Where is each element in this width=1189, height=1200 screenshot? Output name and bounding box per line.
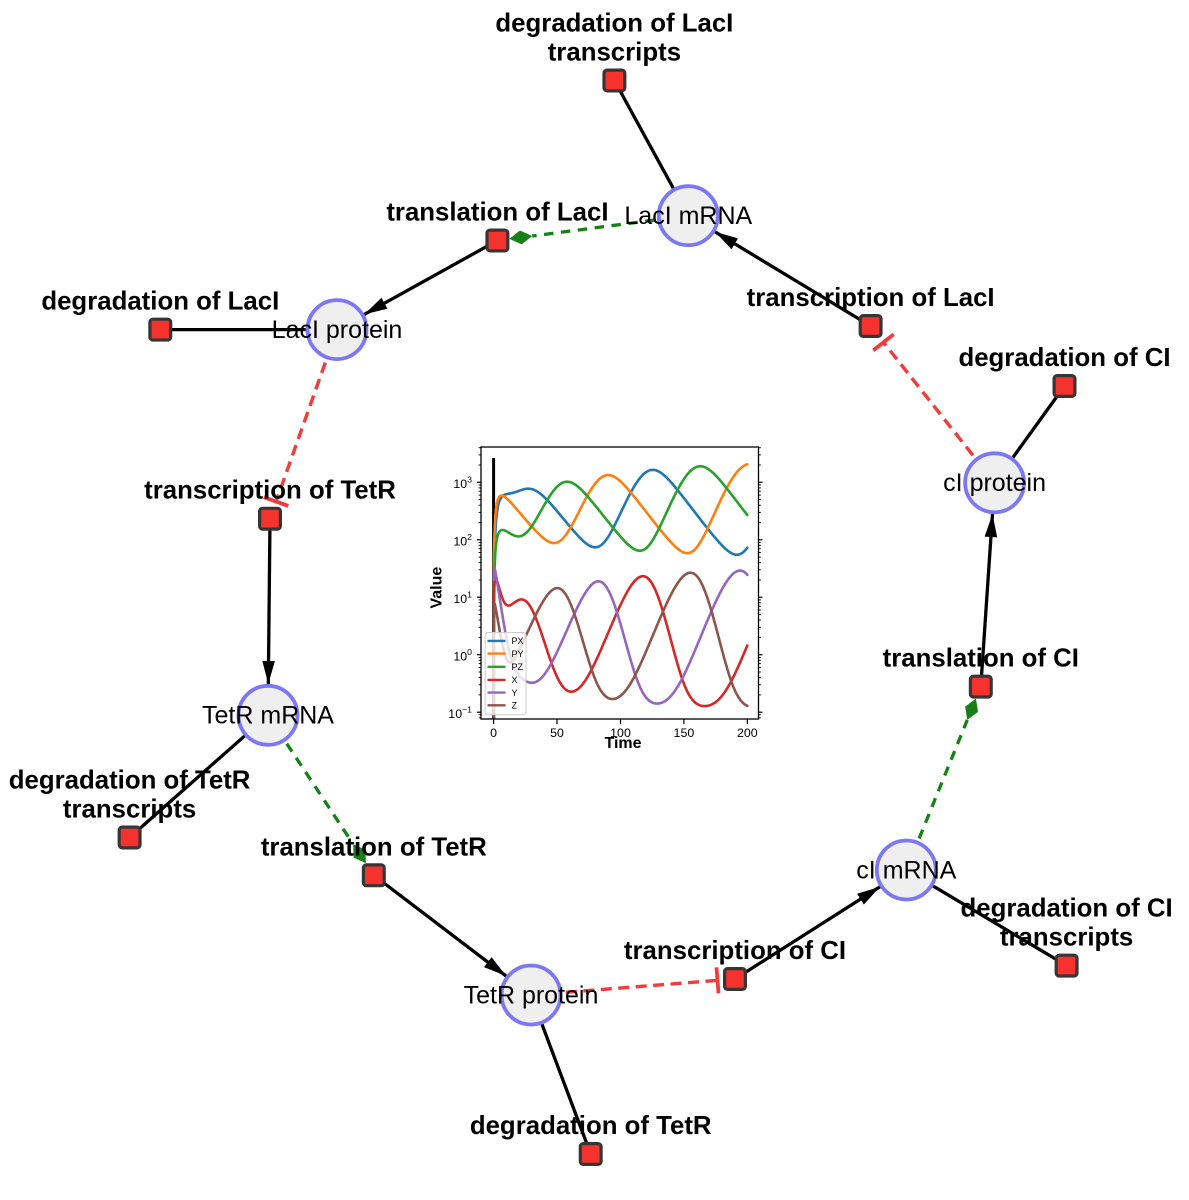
- svg-text:translation of TetR: translation of TetR: [261, 833, 487, 861]
- svg-text:transcription of LacI: transcription of LacI: [747, 284, 995, 312]
- svg-text:degradation of TetR: degradation of TetR: [9, 767, 251, 795]
- svg-text:150: 150: [674, 726, 695, 740]
- svg-text:degradation of TetR: degradation of TetR: [470, 1112, 712, 1140]
- svg-text:PX: PX: [512, 636, 524, 646]
- svg-text:degradation of CI: degradation of CI: [958, 344, 1170, 372]
- svg-text:Value: Value: [429, 567, 446, 609]
- svg-text:LacI protein: LacI protein: [272, 316, 403, 344]
- svg-text:TetR mRNA: TetR mRNA: [202, 702, 334, 730]
- svg-text:Z: Z: [512, 701, 518, 711]
- svg-text:100: 100: [610, 726, 631, 740]
- svg-text:PY: PY: [512, 649, 524, 659]
- svg-text:degradation of CI: degradation of CI: [961, 895, 1173, 923]
- svg-text:PZ: PZ: [512, 662, 524, 672]
- svg-text:TetR protein: TetR protein: [464, 981, 599, 1009]
- svg-text:degradation of LacI: degradation of LacI: [41, 288, 279, 316]
- svg-text:0: 0: [490, 726, 497, 740]
- svg-text:LacI mRNA: LacI mRNA: [624, 202, 752, 230]
- svg-text:translation of LacI: translation of LacI: [386, 199, 608, 227]
- svg-text:50: 50: [550, 726, 564, 740]
- svg-text:transcripts: transcripts: [548, 39, 681, 67]
- svg-text:cI mRNA: cI mRNA: [856, 856, 956, 884]
- svg-text:Y: Y: [512, 688, 518, 698]
- svg-text:cI protein: cI protein: [943, 469, 1046, 497]
- svg-text:200: 200: [737, 726, 758, 740]
- svg-text:Time: Time: [604, 735, 641, 752]
- svg-text:transcripts: transcripts: [1000, 924, 1133, 952]
- svg-text:transcription of CI: transcription of CI: [624, 937, 846, 965]
- svg-text:degradation of LacI: degradation of LacI: [495, 10, 733, 38]
- svg-text:transcription of TetR: transcription of TetR: [144, 477, 396, 505]
- svg-text:transcripts: transcripts: [63, 796, 196, 824]
- svg-text:translation of CI: translation of CI: [883, 645, 1079, 673]
- svg-text:X: X: [512, 675, 518, 685]
